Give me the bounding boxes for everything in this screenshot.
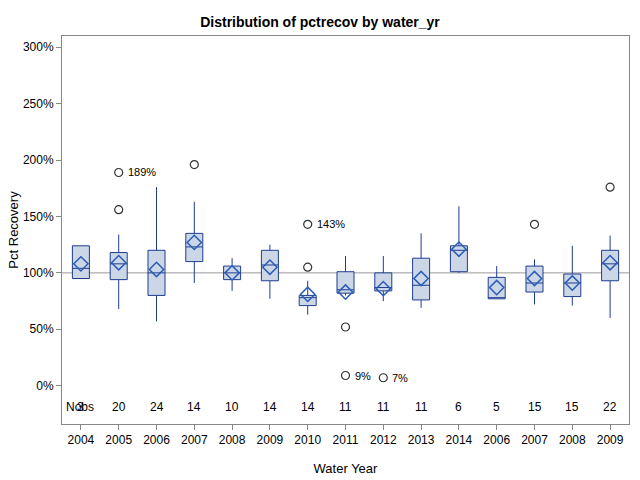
svg-text:15: 15: [565, 400, 579, 414]
svg-text:2014: 2014: [446, 433, 473, 447]
svg-text:7%: 7%: [392, 372, 408, 384]
svg-text:2010: 2010: [294, 433, 321, 447]
svg-text:Pct Recovery: Pct Recovery: [6, 191, 21, 269]
svg-text:Water Year: Water Year: [314, 461, 379, 476]
svg-text:6: 6: [455, 400, 462, 414]
svg-text:2005: 2005: [105, 433, 132, 447]
svg-text:2008: 2008: [559, 433, 586, 447]
svg-text:20: 20: [112, 400, 126, 414]
svg-text:300%: 300%: [23, 40, 54, 54]
svg-text:2011: 2011: [333, 433, 359, 447]
svg-text:14: 14: [301, 400, 315, 414]
svg-text:2008: 2008: [219, 433, 246, 447]
svg-text:3: 3: [77, 400, 84, 414]
svg-text:22: 22: [603, 400, 617, 414]
svg-text:14: 14: [263, 400, 277, 414]
svg-text:5: 5: [493, 400, 500, 414]
svg-text:2009: 2009: [257, 433, 284, 447]
svg-text:Nobs: Nobs: [66, 400, 94, 414]
svg-text:0%: 0%: [36, 379, 54, 393]
svg-text:Distribution of pctrecov by wa: Distribution of pctrecov by water_yr: [200, 14, 440, 30]
svg-text:100%: 100%: [23, 266, 54, 280]
svg-text:250%: 250%: [23, 97, 54, 111]
svg-text:2007: 2007: [521, 433, 548, 447]
svg-text:11: 11: [415, 400, 428, 414]
svg-text:2012: 2012: [370, 433, 397, 447]
svg-text:189%: 189%: [128, 166, 156, 178]
svg-text:14: 14: [187, 400, 201, 414]
svg-text:2006: 2006: [143, 433, 170, 447]
svg-text:11: 11: [377, 400, 390, 414]
svg-text:2013: 2013: [408, 433, 435, 447]
svg-text:150%: 150%: [23, 210, 54, 224]
svg-text:24: 24: [150, 400, 164, 414]
svg-text:10: 10: [225, 400, 239, 414]
svg-text:2009: 2009: [597, 433, 624, 447]
svg-text:15: 15: [528, 400, 542, 414]
svg-text:2006: 2006: [483, 433, 510, 447]
svg-text:2007: 2007: [181, 433, 208, 447]
svg-text:143%: 143%: [317, 218, 345, 230]
svg-text:9%: 9%: [355, 370, 371, 382]
svg-text:11: 11: [339, 400, 352, 414]
svg-text:200%: 200%: [23, 153, 54, 167]
svg-text:2004: 2004: [68, 433, 95, 447]
svg-text:50%: 50%: [30, 322, 54, 336]
